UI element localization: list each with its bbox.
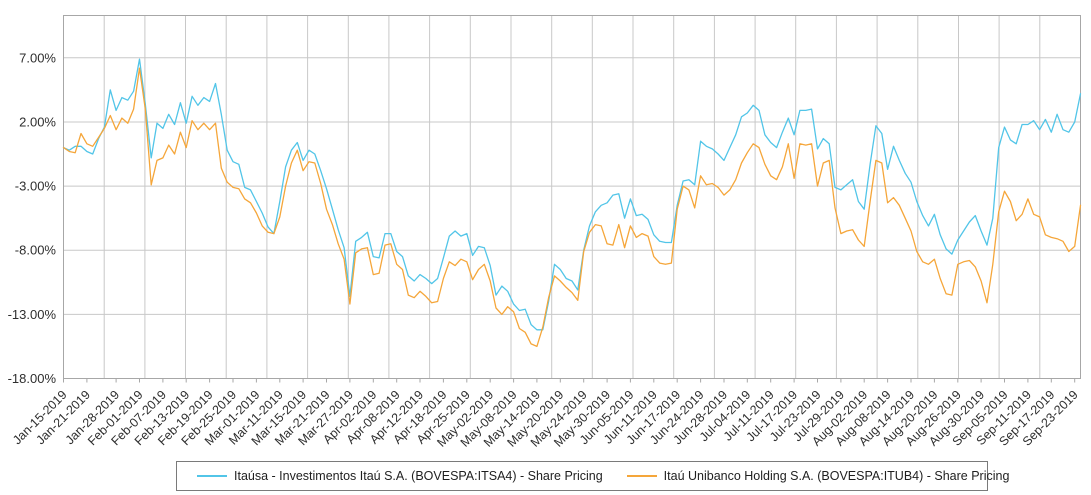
legend-item-itsa4: Itaúsa - Investimentos Itaú S.A. (BOVESP… bbox=[197, 469, 603, 483]
itsa4-line-swatch bbox=[197, 475, 227, 477]
plot-border bbox=[63, 15, 1081, 379]
legend: Itaúsa - Investimentos Itaú S.A. (BOVESP… bbox=[176, 461, 1009, 491]
y-tick-label: 2.00% bbox=[19, 115, 56, 130]
legend-label-itub4: Itaú Unibanco Holding S.A. (BOVESPA:ITUB… bbox=[663, 469, 1010, 483]
legend-label-itsa4: Itaúsa - Investimentos Itaú S.A. (BOVESP… bbox=[234, 469, 603, 483]
y-tick-label: -8.00% bbox=[15, 243, 57, 258]
itub4-line-swatch bbox=[626, 475, 657, 477]
itsa4-series-line bbox=[62, 58, 1082, 331]
y-tick-label: -13.00% bbox=[8, 307, 57, 322]
itub4-series-line bbox=[62, 67, 1082, 348]
y-tick-label: -18.00% bbox=[8, 371, 57, 386]
y-tick-label: 7.00% bbox=[19, 50, 56, 65]
y-tick-label: -3.00% bbox=[15, 179, 57, 194]
legend-item-itub4: Itaú Unibanco Holding S.A. (BOVESPA:ITUB… bbox=[626, 469, 1010, 483]
